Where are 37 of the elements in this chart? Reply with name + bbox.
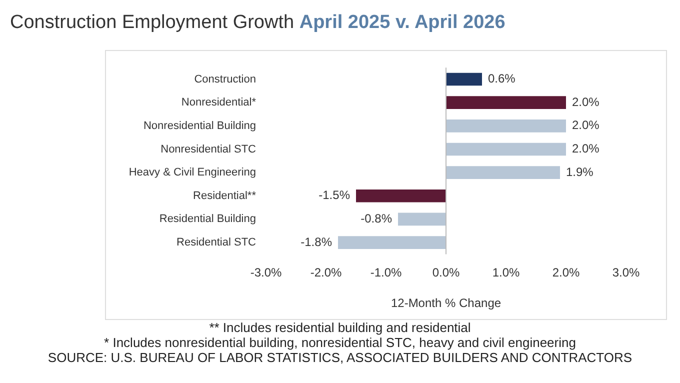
- y-tick-label: Nonresidential STC: [160, 143, 256, 156]
- data-label: 0.6%: [488, 72, 516, 86]
- bar: [398, 212, 446, 226]
- data-label: 2.0%: [572, 142, 600, 156]
- chart-subtitle: April 2025 v. April 2026: [299, 12, 506, 33]
- y-tick-label: Nonresidential Building: [143, 120, 256, 132]
- data-label: 2.0%: [572, 118, 600, 132]
- x-axis-title: 12-Month % Change: [390, 296, 502, 310]
- text: ** Includes residential building and residential: [208, 320, 472, 335]
- chart-title: Construction Employment Growth: [10, 12, 294, 33]
- data-label: -0.8%: [360, 212, 392, 226]
- y-tick-label: Residential**: [193, 190, 257, 202]
- x-tick-label: 2.0%: [552, 266, 580, 280]
- data-label: -1.8%: [300, 234, 332, 249]
- x-tick-label: 0.0%: [432, 266, 460, 280]
- bar: [446, 142, 566, 156]
- text: * Includes nonresidential building, nonresidential STC, heavy and civil engineering: [103, 335, 577, 350]
- bar: [446, 96, 566, 109]
- y-tick-label: Residential STC: [176, 236, 256, 249]
- y-tick-label: Nonresidential*: [181, 96, 257, 109]
- y-tick-label: Construction: [194, 73, 256, 86]
- bar: [446, 166, 560, 179]
- data-label: -1.5%: [318, 188, 350, 202]
- bar: [446, 120, 566, 132]
- bar: [356, 189, 446, 202]
- y-tick-label: Heavy & Civil Engineering: [128, 166, 256, 179]
- x-tick-label: 3.0%: [612, 266, 640, 280]
- bar: [446, 72, 482, 86]
- source-note: SOURCE: U.S. BUREAU OF LABOR STATISTICS, ASSOCIATED BUILDERS AND CONTRACTORS: [46, 350, 634, 365]
- data-label: 2.0%: [572, 94, 600, 109]
- y-tick-label: Residential Building: [159, 213, 256, 226]
- bar: [338, 236, 446, 249]
- data-label: 1.9%: [566, 164, 594, 179]
- x-tick-label: 1.0%: [492, 266, 520, 280]
- x-tick-label: -1.0%: [370, 266, 402, 280]
- x-tick-label: -2.0%: [310, 266, 342, 280]
- x-tick-label: -3.0%: [250, 266, 282, 280]
